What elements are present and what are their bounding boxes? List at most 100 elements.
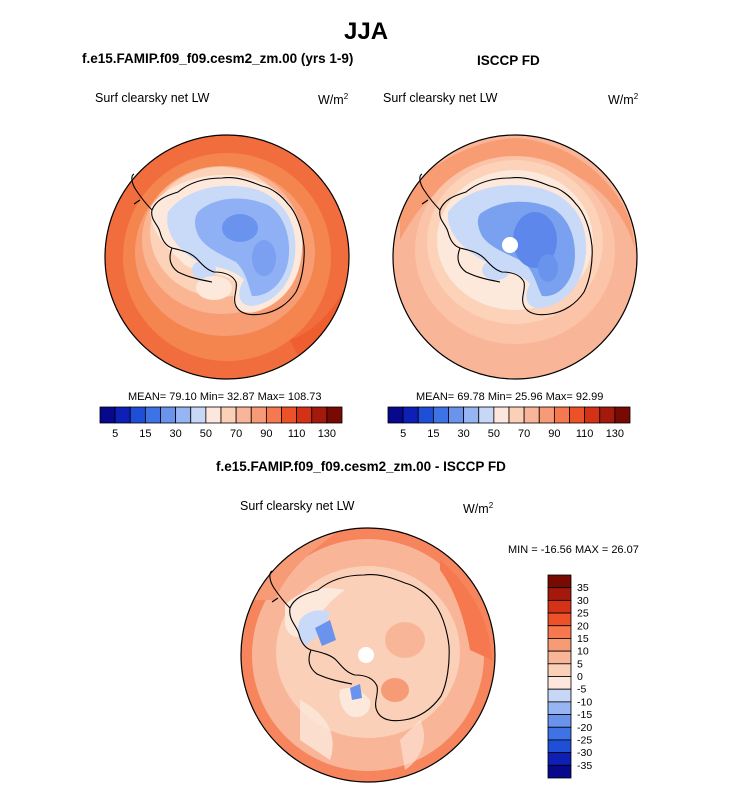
panel2-colorbar-swatch: [417, 406, 434, 424]
panel1-colorbar-tick-label: 5: [112, 428, 118, 440]
panel3-colorbar-tick-label: 35: [577, 582, 589, 594]
panel1-colorbar-swatch: [144, 406, 161, 424]
panel1-colorbar: 5 15 30 50 70 90 110 130: [99, 406, 343, 440]
panel2-colorbar-swatch: [599, 406, 616, 424]
panel2-colorbar-tick-label: 50: [488, 428, 500, 440]
panel1-colorbar-tick-label: 110: [288, 428, 306, 440]
panel3-colorbar-tick-label: 5: [577, 658, 583, 670]
panel3-title: f.e15.FAMIP.f09_f09.cesm2_zm.00 - ISCCP …: [216, 459, 506, 474]
panel1-variable: Surf clearsky net LW: [95, 91, 210, 105]
panel2-stats: MEAN= 69.78 Min= 25.96 Max= 92.99: [416, 391, 604, 403]
panel2-colorbar-swatch: [523, 406, 540, 424]
panel2-variable: Surf clearsky net LW: [383, 91, 498, 105]
panel2-colorbar-tick-label: 110: [576, 428, 594, 440]
panel3-colorbar-swatch: [547, 764, 572, 779]
panel3-stats: MIN = -16.56 MAX = 26.07: [508, 544, 639, 556]
panel1-colorbar-swatch: [99, 406, 116, 424]
panel2-colorbar-tick-label: 70: [518, 428, 530, 440]
panel1-colorbar-swatch: [296, 406, 313, 424]
panel2-colorbar-swatch: [538, 406, 555, 424]
panel1-colorbar-tick-label: 50: [200, 428, 212, 440]
panel1-colorbar-tick-label: 70: [230, 428, 242, 440]
panel2-colorbar-swatch: [432, 406, 449, 424]
panel3-colorbar-swatch: [547, 752, 572, 766]
panel2-colorbar-tick-label: 130: [606, 428, 624, 440]
panel2-colorbar-tick-label: 30: [458, 428, 470, 440]
panel2-colorbar-swatch: [478, 406, 495, 424]
panel3-colorbar-tick-label: -35: [577, 760, 592, 772]
panel1-coastline: [131, 173, 305, 316]
panel2-units: W/m2: [608, 92, 639, 108]
panel3-colorbar-swatch: [547, 599, 572, 614]
panel2-colorbar-swatch: [448, 406, 465, 424]
panel2-map-border: [392, 134, 638, 380]
panel3-colorbar-swatch: [547, 688, 572, 703]
panel2-colorbar-swatch: [508, 406, 525, 424]
panel1-map: [105, 135, 349, 379]
panel1-colorbar-tick-label: 15: [139, 428, 151, 440]
panel3-colorbar-tick-label: 10: [577, 646, 589, 658]
panel1-title: f.e15.FAMIP.f09_f09.cesm2_zm.00 (yrs 1-9…: [82, 51, 354, 66]
panel2-colorbar-swatch: [493, 406, 510, 424]
panel3-polar-hole: [358, 647, 374, 663]
panel2-colorbar-swatch: [402, 406, 419, 424]
panel3-colorbar-tick-label: 0: [577, 671, 583, 683]
panel1-colorbar-swatch: [281, 406, 298, 424]
panel3-colorbar-tick-label: 25: [577, 608, 589, 620]
panel1-colorbar-swatch: [160, 406, 177, 424]
panel3-colorbar-tick-label: -20: [577, 722, 592, 734]
panel3-colorbar-tick-label: -15: [577, 709, 592, 721]
panel1-colorbar-tick-label: 30: [170, 428, 182, 440]
panel2-colorbar-swatch: [584, 406, 601, 424]
panel1-colorbar-swatch: [326, 406, 343, 424]
panel1-colorbar-swatch: [250, 406, 267, 424]
panel3-colorbar-tick-label: 20: [577, 620, 589, 632]
panel2-colorbar: 5 15 30 50 70 90 110 130: [387, 406, 631, 440]
panel1-colorbar-swatch: [205, 406, 222, 424]
panel1-colorbar-swatch: [175, 406, 192, 424]
panel1-colorbar-swatch: [220, 406, 237, 424]
panel3-colorbar-swatch: [547, 739, 572, 754]
panel3-colorbar-tick-label: -30: [577, 747, 592, 759]
panel3-colorbar-tick-label: -10: [577, 696, 592, 708]
panel1-colorbar-tick-label: 130: [318, 428, 336, 440]
panel2-colorbar-tick-label: 90: [548, 428, 560, 440]
panel2-colorbar-swatch: [387, 406, 404, 424]
panel1-map-border: [104, 134, 350, 380]
panel3-colorbar-tick-label: -5: [577, 684, 586, 696]
panel1-colorbar-swatch: [311, 406, 328, 424]
panel3-variable: Surf clearsky net LW: [240, 499, 355, 513]
panel3-colorbar-swatch: [547, 714, 572, 728]
panel3-colorbar-tick-label: 30: [577, 595, 589, 607]
panel2-colorbar-swatch: [553, 406, 570, 424]
panel3-colorbar-tick-label: 15: [577, 633, 589, 645]
panel1-units: W/m2: [318, 92, 349, 108]
panel1-colorbar-swatch: [235, 406, 252, 424]
page-title: JJA: [344, 18, 389, 45]
panel1-stats: MEAN= 79.10 Min= 32.87 Max= 108.73: [128, 391, 322, 403]
panel1-colorbar-swatch: [265, 406, 282, 424]
panel3-colorbar-swatch: [547, 663, 572, 677]
panel2-colorbar-swatch: [463, 406, 480, 424]
panel1-colorbar-swatch: [129, 406, 146, 424]
panel2-map: [393, 135, 637, 379]
panel1-colorbar-tick-label: 90: [260, 428, 272, 440]
panel3-colorbar-swatch: [547, 574, 572, 589]
panel2-colorbar-tick-label: 15: [427, 428, 439, 440]
panel2-title: ISCCP FD: [477, 53, 540, 68]
panel3-colorbar-swatch: [547, 701, 572, 715]
panel3-colorbar-tick-label: -25: [577, 734, 592, 746]
panel3-colorbar-swatch: [547, 726, 572, 741]
panel2-coastline: [419, 173, 593, 316]
panel2-polar-hole: [502, 237, 518, 253]
panel1-colorbar-swatch: [114, 406, 131, 424]
panel3-colorbar-swatch: [547, 676, 572, 690]
panel3-colorbar-swatch: [547, 638, 572, 652]
panel3-units: W/m2: [463, 501, 494, 517]
panel2-colorbar-tick-label: 5: [400, 428, 406, 440]
panel3-colorbar-swatch: [547, 625, 572, 639]
panel3-colorbar-swatch: [547, 612, 572, 627]
panel3-colorbar-swatch: [547, 650, 572, 665]
